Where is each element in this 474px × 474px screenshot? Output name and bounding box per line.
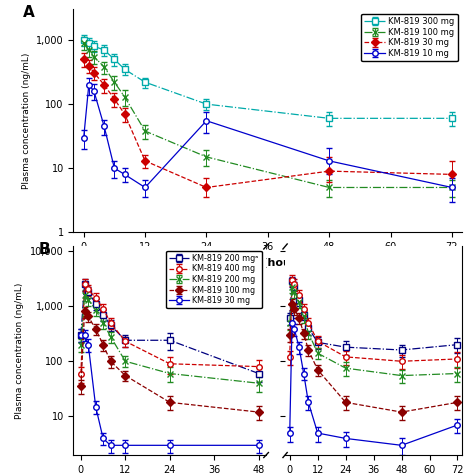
Y-axis label: Plasma concentration (ng/mL): Plasma concentration (ng/mL) — [22, 53, 30, 189]
Y-axis label: Plasma concentration (ng/mL): Plasma concentration (ng/mL) — [16, 283, 25, 419]
Text: A: A — [23, 5, 35, 20]
Text: B: B — [39, 242, 50, 257]
Legend: KM-819 200 mgᵃ, KM-819 400 mg, KM-819 200 mg, KM-819 100 mg, KM-819 30 mg: KM-819 200 mgᵃ, KM-819 400 mg, KM-819 20… — [166, 250, 262, 309]
X-axis label: Time (hours): Time (hours) — [228, 257, 308, 267]
Legend: KM-819 300 mg, KM-819 100 mg, KM-819 30 mg, KM-819 10 mg: KM-819 300 mg, KM-819 100 mg, KM-819 30 … — [361, 14, 458, 61]
